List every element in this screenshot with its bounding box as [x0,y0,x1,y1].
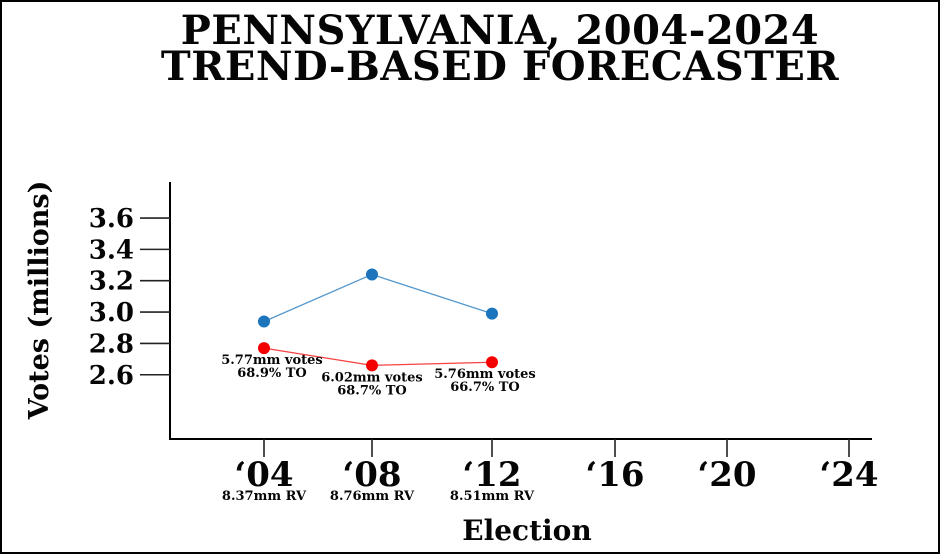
y-axis-tick-label: 2.6 [89,361,134,391]
data-point-blue [486,307,498,320]
annotation-votes: 6.02mm votes [321,370,423,385]
x-axis-tick-label: ‘24 [819,455,878,495]
y-axis-tick-label: 3.2 [89,267,134,297]
y-axis-tick-label: 3.6 [89,204,134,234]
registered-voters-label: 8.51mm RV [450,489,535,504]
annotation-votes: 5.76mm votes [434,367,536,382]
x-axis-tick-label: ‘20 [697,455,756,495]
y-axis-tick-label: 3.0 [89,298,134,328]
data-point-blue [366,268,378,281]
x-axis-title: Election [462,514,592,547]
annotation-turnout: 68.9% TO [237,366,307,381]
title-line-2: TREND-BASED FORECASTER [160,43,840,90]
x-axis-tick-label: ‘04 [234,455,293,495]
annotation-turnout: 66.7% TO [450,380,520,395]
annotation-turnout: 68.7% TO [337,383,407,398]
x-axis-tick-label: ‘08 [342,455,401,495]
y-axis-tick-label: 2.8 [89,329,134,359]
title-line-1: PENNSYLVANIA, 2004-2024 [180,7,820,54]
data-point-blue [258,315,270,328]
registered-voters-label: 8.76mm RV [330,489,415,504]
series-line-blue [263,273,493,323]
data-point-red [486,356,498,369]
y-axis-tick-label: 3.4 [89,235,134,265]
data-point-red [366,359,378,372]
x-axis-tick-label: ‘16 [585,455,644,495]
annotation-votes: 5.77mm votes [221,353,323,368]
page-title: PENNSYLVANIA, 2004-2024 TREND-BASED FORE… [58,7,938,90]
data-point-red [258,342,270,355]
registered-voters-label: 8.37mm RV [222,489,307,504]
x-axis-tick-label: ‘12 [462,455,521,495]
axis-lines [169,182,872,440]
